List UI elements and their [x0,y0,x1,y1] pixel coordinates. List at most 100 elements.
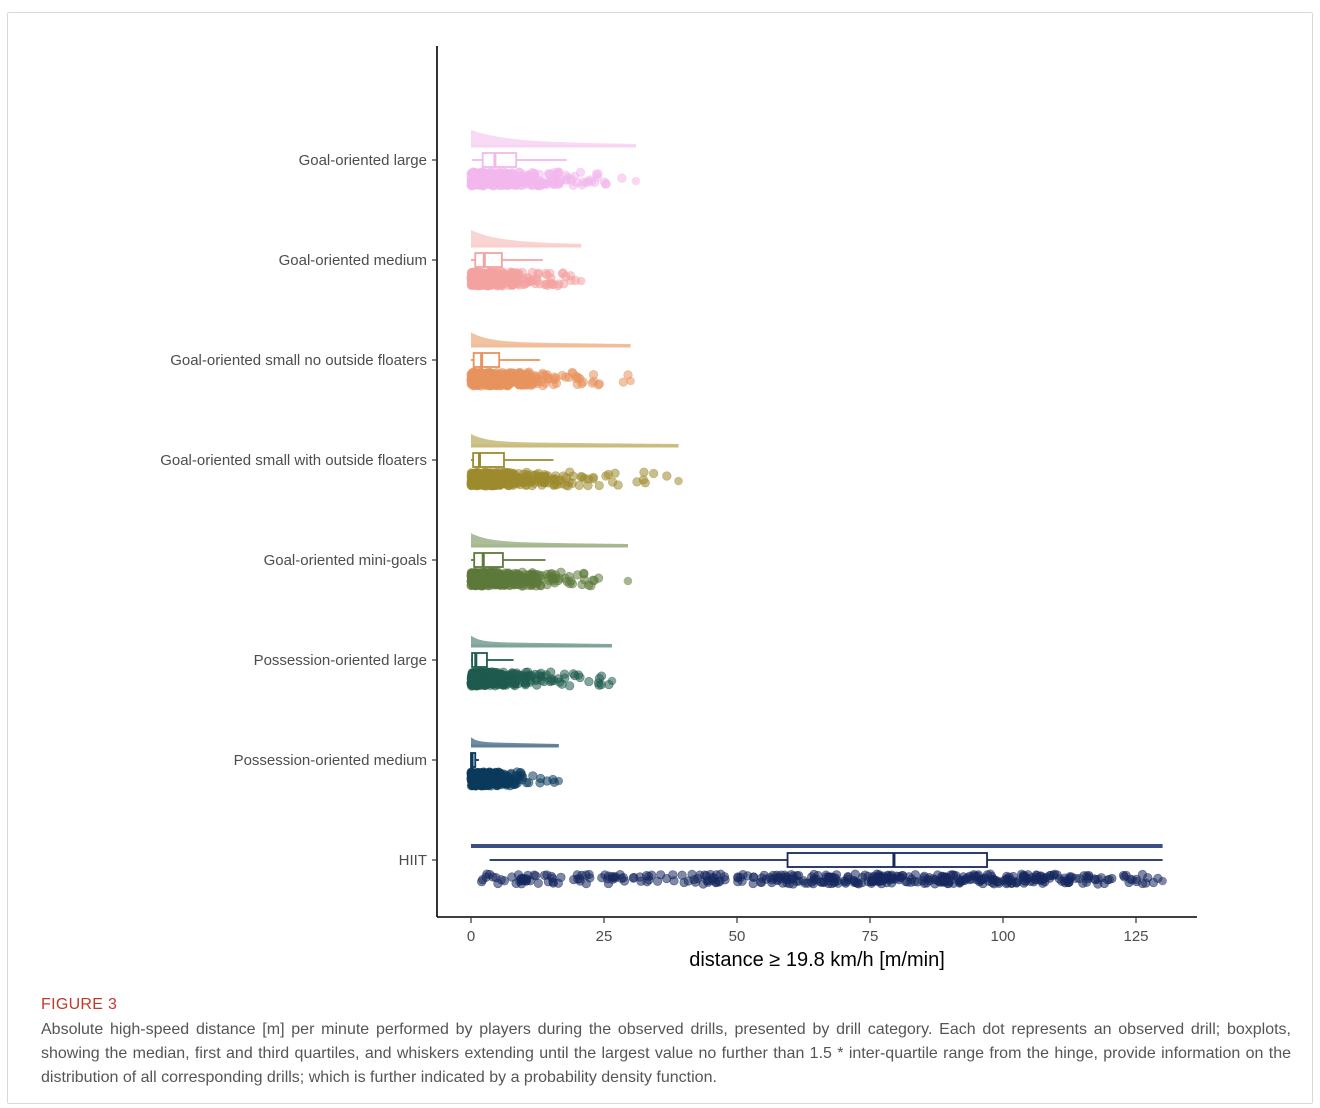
data-point [803,878,813,888]
x-tick-label: 25 [596,928,613,945]
data-point [534,476,544,487]
data-point [483,580,493,590]
data-point [1103,875,1113,885]
data-point [632,477,642,487]
data-point-max [607,676,617,686]
data-point [514,172,525,182]
data-point [1074,873,1085,884]
data-point [493,477,503,488]
data-point [711,870,722,880]
data-point [495,679,506,689]
data-point [662,471,672,481]
data-point [518,372,528,382]
data-point [562,576,572,587]
data-point [470,472,480,482]
data-point [767,875,777,885]
box-iqr [473,552,504,568]
data-point [468,769,478,779]
data-point [978,874,988,884]
data-point [698,879,708,889]
data-point [557,679,567,689]
data-point [514,380,524,390]
data-point [497,269,508,279]
density-area [471,130,636,146]
data-point [641,870,652,881]
data-point [589,575,599,586]
figure-frame [7,12,1313,1104]
data-point [491,274,502,284]
data-point [522,277,532,288]
chart-marks [466,130,1167,889]
data-point [894,874,904,885]
data-point-max [576,276,586,286]
data-point [472,779,482,789]
data-point [494,167,504,178]
raincloud-chart: 0 25 50 75 100 125 Goal-oriented large Goal-ori… [160,46,1197,971]
data-point [588,474,598,484]
data-point [585,873,595,883]
data-point [588,370,599,380]
data-point [599,177,610,187]
figure-label: FIGURE 3 [41,996,118,1013]
data-point [556,479,566,489]
data-point [538,380,548,391]
data-point [594,673,604,683]
data-point [574,480,584,491]
data-point [534,169,545,180]
x-tick-label: 125 [1123,928,1148,945]
data-point [1065,873,1075,883]
box-iqr [786,852,988,868]
data-point-max [554,776,564,786]
box-iqr [481,152,518,168]
data-point [475,376,485,386]
density-area [471,533,628,546]
data-point [472,277,482,287]
data-point [878,871,888,881]
data-point [841,877,851,887]
data-point [530,470,540,480]
data-point [756,877,766,887]
data-point [1019,878,1029,888]
data-point [629,872,639,883]
x-tick-label: 0 [467,928,475,945]
x-tick-label: 50 [729,928,746,945]
density-area [471,230,582,246]
box-iqr [472,452,505,468]
data-point [577,180,587,190]
data-point [530,371,540,381]
y-tick-label: Goal-oriented medium [279,252,427,269]
x-tick-label: 100 [990,928,1015,945]
data-point [607,871,617,882]
y-tick-label: Goal-oriented mini-goals [264,552,427,569]
data-point [533,878,543,888]
data-point [852,878,863,888]
data-point [518,477,528,488]
data-point [521,667,531,677]
data-point [594,480,604,491]
data-point [551,373,561,383]
data-point [1082,874,1092,884]
y-tick-label: Goal-oriented small no outside floaters [170,352,427,369]
density-area [471,434,679,446]
data-point [525,570,535,580]
data-point [561,372,571,382]
data-point [593,169,603,179]
density-area [471,635,612,646]
data-point [511,675,521,686]
data-point [649,468,659,479]
data-point [511,878,521,889]
data-point [540,279,550,290]
data-point [571,373,581,384]
data-point [488,375,498,385]
data-point [617,173,627,183]
data-point [512,570,522,581]
data-point [553,281,563,291]
data-point [539,870,550,880]
data-point [850,869,860,879]
data-point [478,178,488,188]
data-point [507,168,518,178]
data-point [469,674,479,684]
data-point [590,177,600,187]
data-point [867,876,877,887]
data-point [565,681,575,691]
